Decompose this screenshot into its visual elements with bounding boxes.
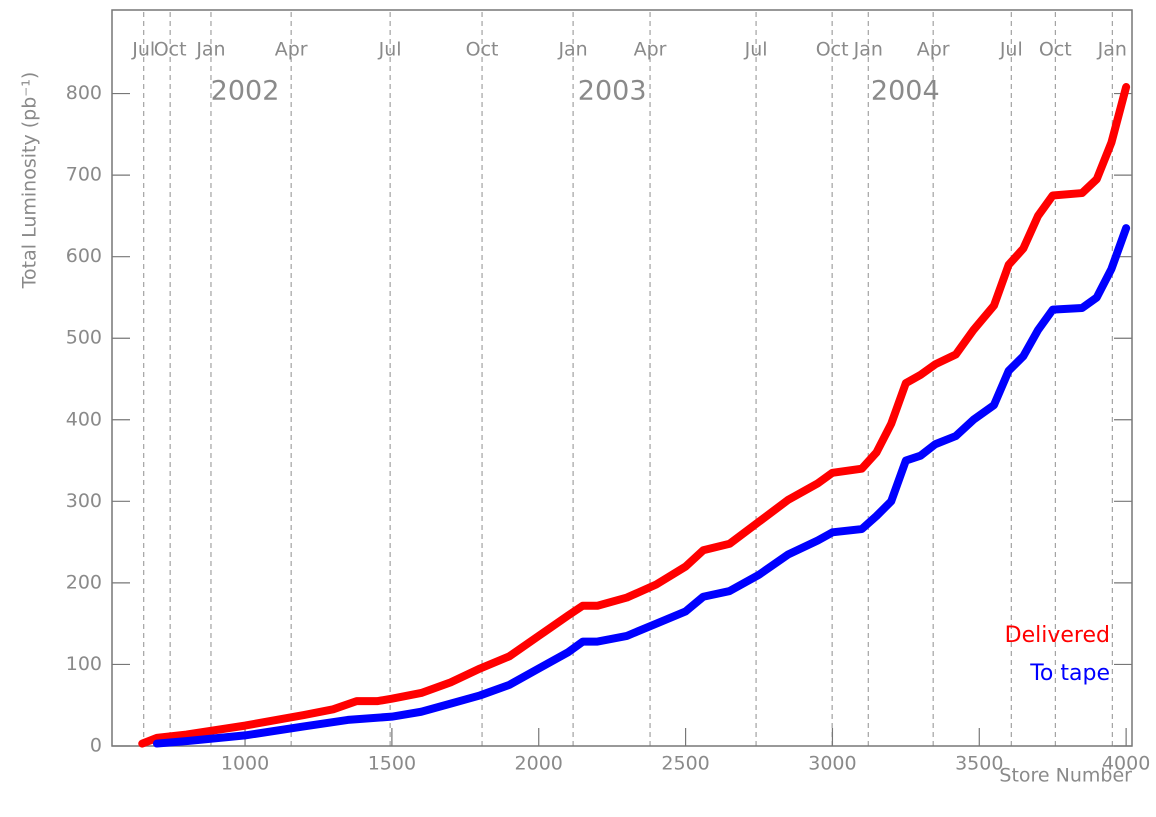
y-tick-label: 600 — [66, 245, 102, 267]
y-tick-label: 800 — [66, 82, 102, 104]
plot-frame — [111, 9, 1133, 747]
month-label: Jul — [744, 39, 768, 61]
month-label: Jul — [131, 39, 155, 61]
month-label: Jan — [195, 39, 225, 61]
legend-label: To tape — [1029, 661, 1110, 686]
year-label: 2002 — [211, 76, 280, 107]
y-tick-label: 0 — [90, 735, 102, 757]
month-label: Jan — [1097, 39, 1127, 61]
series-line — [152, 224, 1131, 748]
year-label: 2003 — [578, 76, 647, 107]
y-tick-label: 300 — [66, 490, 102, 512]
month-label: Apr — [634, 39, 667, 61]
x-tick-label: 2000 — [515, 753, 563, 775]
month-label: Jul — [999, 39, 1023, 61]
x-tick-label: 2500 — [661, 753, 709, 775]
x-axis-label: Store Number — [999, 765, 1132, 787]
x-tick-label: 1000 — [221, 753, 269, 775]
legend-label: Delivered — [1005, 623, 1110, 648]
y-tick-label: 200 — [66, 571, 102, 593]
x-tick-label: 1500 — [368, 753, 416, 775]
y-tick-label: 500 — [66, 327, 102, 349]
month-label: Apr — [275, 39, 308, 61]
y-axis-label: Total Luminosity (pb⁻¹) — [19, 72, 41, 290]
x-tick-label: 3500 — [955, 753, 1003, 775]
y-tick-label: 700 — [66, 164, 102, 186]
month-label: Oct — [1039, 39, 1072, 61]
year-label: 2004 — [871, 76, 940, 107]
month-label: Oct — [816, 39, 849, 61]
month-label: Oct — [466, 39, 499, 61]
month-label: Apr — [917, 39, 950, 61]
month-label: Oct — [154, 39, 187, 61]
month-label: Jan — [557, 39, 587, 61]
x-tick-label: 3000 — [808, 753, 856, 775]
series-line — [138, 83, 1131, 748]
month-label: Jul — [378, 39, 402, 61]
y-tick-label: 400 — [66, 408, 102, 430]
x-tick-label: 4000 — [1102, 753, 1150, 775]
y-tick-label: 100 — [66, 653, 102, 675]
month-label: Jan — [853, 39, 883, 61]
